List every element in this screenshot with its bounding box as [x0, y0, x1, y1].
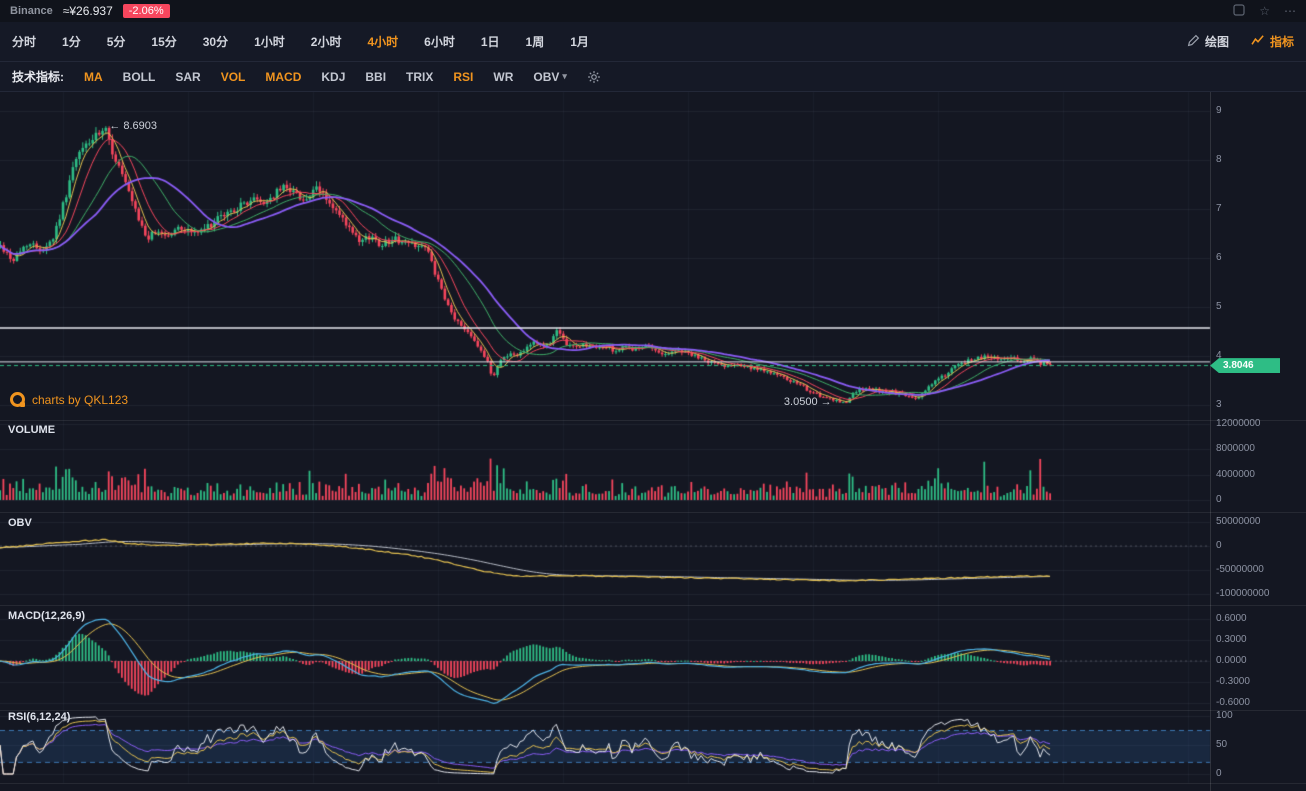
indicator-item-obv[interactable]: OBV ▾ — [533, 69, 567, 84]
timeframe-bar: 分时 1分 5分 15分 30分 1小时 2小时 4小时 6小时 1日 1周 1月 绘图 指标 — [0, 22, 1306, 62]
axis-tick: 4 — [1216, 350, 1222, 361]
indicator-item-boll[interactable]: BOLL — [122, 69, 156, 84]
low-annotation: 3.0500 → — [783, 395, 832, 408]
indicator-item-wr[interactable]: WR — [493, 69, 514, 84]
axis-tick: 50000000 — [1216, 516, 1261, 527]
snapshot-icon[interactable] — [1233, 4, 1245, 18]
line-chart-icon — [1251, 34, 1265, 49]
draw-tool-label: 绘图 — [1204, 35, 1229, 49]
axis-tick: 0.3000 — [1216, 634, 1247, 645]
macd-panel-title: MACD(12,26,9) — [8, 610, 86, 622]
more-icon[interactable]: ⋯ — [1284, 4, 1296, 18]
exchange-label: Binance — [10, 5, 53, 17]
panel-divider[interactable] — [0, 605, 1306, 606]
panel-divider[interactable] — [0, 420, 1306, 421]
axis-tick: 5 — [1216, 301, 1222, 312]
obv-panel-title: OBV — [8, 517, 32, 529]
timeframe-tab-1[interactable]: 1分 — [62, 35, 81, 49]
rsi-panel-title: RSI(6,12,24) — [8, 711, 71, 723]
indicator-settings-button[interactable] — [587, 70, 601, 84]
indicator-item-sar[interactable]: SAR — [175, 69, 201, 84]
timeframe-tab-5[interactable]: 1小时 — [254, 35, 285, 49]
axis-tick: 9 — [1216, 105, 1222, 116]
axis-tick: -0.6000 — [1216, 697, 1250, 708]
axis-tick: 6 — [1216, 252, 1222, 263]
qkl123-logo-icon — [10, 392, 25, 407]
axis-tick: 100 — [1216, 710, 1233, 721]
timeframe-tab-3[interactable]: 15分 — [151, 35, 177, 49]
indicator-items: MA BOLL SAR VOL MACD KDJ BBI TRIX RSI WR OBV ▾ — [84, 70, 567, 84]
timeframe-tab-8[interactable]: 6小时 — [424, 35, 455, 49]
timeframe-tab-0[interactable]: 分时 — [12, 35, 37, 49]
technical-indicator-bar: 技术指标: MA BOLL SAR VOL MACD KDJ BBI TRIX RSI WR OBV… — [0, 62, 1306, 92]
watermark: charts by QKL123 — [10, 392, 128, 407]
timeframe-tab-9[interactable]: 1日 — [480, 35, 500, 49]
timeframe-tab-2[interactable]: 5分 — [106, 35, 126, 49]
axis-tick: 4000000 — [1216, 468, 1255, 480]
indicator-item-trix[interactable]: TRIX — [406, 69, 434, 84]
axis-tick: 0 — [1216, 494, 1222, 505]
panel-divider — [0, 783, 1306, 784]
panel-divider[interactable] — [0, 710, 1306, 711]
indicator-item-bbi[interactable]: BBI — [365, 69, 387, 84]
axis-tick: 50 — [1216, 739, 1228, 750]
indicator-item-ma[interactable]: MA — [84, 69, 103, 84]
indicator-item-rsi[interactable]: RSI — [453, 69, 474, 84]
axis-tick: -50000000 — [1216, 564, 1264, 575]
axis-tick: 0 — [1216, 768, 1222, 779]
last-price-badge: 3.8046 — [1210, 358, 1280, 374]
volume-panel-title: VOLUME — [8, 424, 56, 436]
draw-tool-button[interactable]: 绘图 — [1187, 33, 1229, 50]
topbar: Binance ≈¥26.937 -2.06% ☆ ⋯ — [0, 0, 1306, 22]
timeframe-tab-7[interactable]: 4小时 — [367, 35, 399, 49]
axis-tick: 8000000 — [1216, 443, 1255, 455]
high-annotation: ← 8.6903 — [109, 120, 158, 133]
timeframe-tabs: 分时 1分 5分 15分 30分 1小时 2小时 4小时 6小时 1日 1周 1月 — [12, 33, 589, 50]
watermark-text: charts by QKL123 — [32, 392, 129, 407]
pencil-icon — [1187, 34, 1200, 50]
topbar-icons: ☆ ⋯ — [1233, 4, 1296, 18]
timeframe-tab-10[interactable]: 1周 — [525, 35, 545, 49]
axis-tick: 7 — [1216, 203, 1222, 214]
price-axis-border — [1210, 92, 1211, 791]
indicator-tool-label: 指标 — [1269, 35, 1294, 49]
indicator-tool-button[interactable]: 指标 — [1251, 33, 1294, 50]
timeframe-tab-11[interactable]: 1月 — [570, 35, 589, 49]
indicator-item-vol[interactable]: VOL — [220, 69, 246, 84]
favorite-icon[interactable]: ☆ — [1259, 4, 1270, 18]
approx-cny-price: ≈¥26.937 — [62, 4, 113, 18]
change-percent-badge: -2.06% — [122, 4, 170, 18]
axis-tick: 0 — [1216, 540, 1222, 551]
axis-tick: 12000000 — [1216, 418, 1261, 429]
indicator-item-macd[interactable]: MACD — [265, 69, 302, 84]
axis-tick: 3 — [1216, 399, 1222, 410]
timeframe-tab-6[interactable]: 2小时 — [310, 35, 342, 49]
axis-tick: 8 — [1216, 154, 1222, 165]
axis-tick: -0.3000 — [1216, 676, 1250, 687]
chevron-down-icon: ▾ — [562, 71, 567, 81]
indicator-bar-label: 技术指标: — [12, 70, 64, 84]
panel-divider[interactable] — [0, 512, 1306, 513]
indicator-item-kdj[interactable]: KDJ — [321, 69, 346, 84]
axis-tick: -100000000 — [1216, 588, 1270, 599]
chart-tools: 绘图 指标 — [1187, 33, 1294, 50]
axis-tick: 0.0000 — [1216, 655, 1247, 666]
axis-tick: 0.6000 — [1216, 613, 1247, 624]
timeframe-tab-4[interactable]: 30分 — [202, 35, 229, 49]
